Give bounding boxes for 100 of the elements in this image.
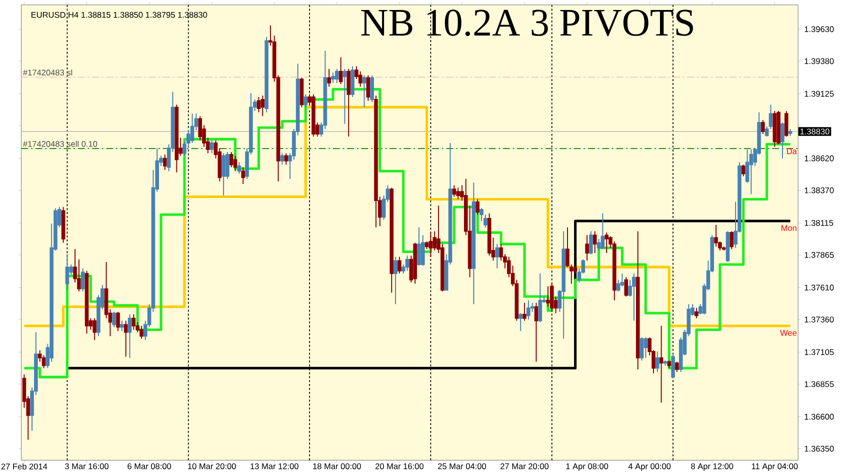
candlestick (538, 273, 542, 323)
candlestick (534, 302, 538, 362)
x-tick-label: 8 Apr 12:00 (691, 463, 734, 471)
candlestick (222, 152, 226, 196)
candlestick (256, 96, 261, 113)
candlestick (342, 68, 347, 124)
candlestick (550, 283, 554, 312)
candlestick (663, 360, 668, 366)
candlestick (562, 230, 566, 340)
ref-line-label: 1.38830 (800, 128, 830, 135)
candlestick (327, 68, 331, 88)
candlestick (190, 113, 194, 144)
candlestick (476, 198, 480, 216)
candlestick (284, 152, 288, 166)
x-tick-label: 20 Mar 16:00 (375, 463, 424, 470)
candlestick (280, 152, 284, 166)
series-label: Mon (782, 225, 796, 231)
candlestick (390, 187, 394, 294)
candlestick (413, 242, 417, 284)
candlestick (428, 232, 433, 258)
candlestick (229, 152, 234, 168)
candlestick (140, 326, 144, 340)
ref-line-label: #17420483 sl (22, 69, 72, 76)
x-tick-label: 10 Mar 20:00 (188, 463, 236, 470)
candlestick (331, 72, 335, 84)
chart-title: NB 10.2A 3 PIVOTS (361, 10, 693, 36)
y-tick-label: 1.37610 (804, 284, 834, 291)
candlestick (120, 320, 124, 332)
candlestick (526, 300, 530, 320)
candlestick (671, 354, 675, 379)
candlestick (304, 94, 308, 108)
candlestick (659, 326, 664, 404)
candlestick (335, 68, 339, 84)
candlestick (124, 320, 128, 358)
candlestick (788, 128, 792, 137)
candlestick (636, 230, 640, 370)
candlestick (338, 56, 343, 85)
candlestick (346, 68, 351, 138)
candlestick (210, 140, 214, 154)
candlestick (632, 273, 636, 322)
candlestick (518, 312, 522, 332)
candlestick (132, 314, 136, 330)
candlestick (241, 166, 245, 185)
y-tick-label: 1.39380 (804, 58, 834, 64)
candlestick (589, 230, 593, 255)
y-tick-label: 1.36350 (804, 446, 834, 452)
y-tick-label: 1.39125 (804, 90, 834, 97)
x-tick-label: 27 Feb 2014 (1, 463, 48, 470)
candlestick (237, 162, 242, 174)
candlestick (714, 224, 718, 248)
candlestick (667, 360, 672, 369)
candlestick (358, 70, 362, 88)
candlestick (92, 318, 96, 341)
candlestick (362, 74, 366, 108)
x-tick-label: 1 Apr 08:00 (566, 463, 608, 471)
candlestick (624, 276, 628, 298)
candlestick (749, 149, 754, 195)
candlestick (374, 95, 378, 228)
x-tick-label: 6 Mar 08:00 (128, 463, 172, 470)
candlestick (604, 232, 608, 254)
x-tick-label: 4 Apr 00:00 (628, 463, 671, 471)
candlestick (163, 154, 167, 170)
y-tick-label: 1.38115 (804, 220, 834, 226)
x-tick-label: 13 Mar 12:00 (250, 463, 298, 470)
candlestick (585, 234, 589, 262)
x-tick-label: 3 Mar 16:00 (64, 463, 108, 470)
candlestick (675, 361, 679, 373)
candlestick (350, 66, 354, 98)
candlestick (644, 337, 648, 358)
y-tick-label: 1.38370 (804, 188, 834, 194)
ref-line-label: #17420483 sell 0.10 (22, 140, 98, 147)
x-tick-label: 25 Mar 04:00 (438, 463, 486, 470)
text: EURUSD,H4 1.38815 1.38850 1.38795 1.38830 (31, 12, 208, 19)
candlestick (784, 110, 788, 138)
x-tick-label: 27 Mar 20:00 (500, 463, 549, 470)
candlestick (741, 164, 746, 177)
candlestick (394, 256, 398, 305)
candlestick (600, 212, 605, 250)
candlestick (456, 187, 460, 200)
y-tick-label: 1.37865 (804, 252, 834, 258)
candlestick (312, 94, 316, 138)
candlestick (112, 311, 116, 328)
candlestick (452, 184, 456, 198)
candlestick (260, 95, 265, 117)
candlestick (116, 311, 120, 332)
candlestick (233, 155, 238, 172)
y-tick-label: 1.38620 (804, 156, 834, 162)
candlestick (65, 254, 70, 291)
y-tick-label: 1.37360 (804, 316, 834, 323)
candlestick (370, 74, 374, 103)
x-tick-label: 11 Apr 04:00 (752, 463, 798, 471)
candlestick (495, 244, 500, 269)
series-label: Da (787, 148, 797, 154)
candlestick (522, 302, 526, 322)
candlestick (417, 227, 421, 266)
candlestick (398, 256, 402, 274)
candlestick (780, 122, 784, 159)
candlestick (656, 351, 660, 373)
candlestick (776, 110, 780, 145)
candlestick (694, 308, 698, 319)
